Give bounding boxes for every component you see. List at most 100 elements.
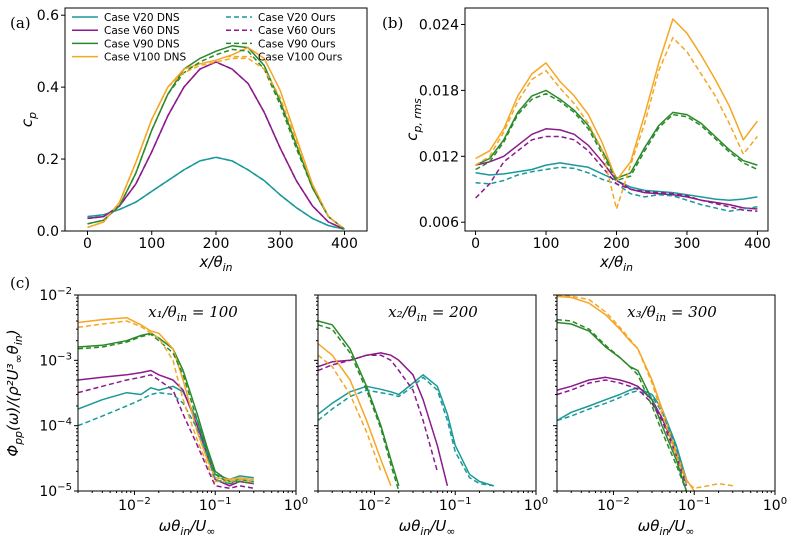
panel-c1-ytick-label-part: −4 (57, 417, 72, 428)
panel-a-panel-label: (a) (10, 14, 31, 32)
panel-a-xtick-label: 300 (267, 236, 294, 252)
panel-c3-xtick-label-part: −2 (615, 496, 630, 507)
panel-c1-annotation: x₁/θin = 100 (148, 303, 238, 324)
panel-a-xtick-label-part: 400 (331, 236, 358, 252)
panel-c3-xlabel-part: in (659, 525, 669, 538)
panel-a-ytick-label: 0.4 (37, 80, 59, 96)
panel-a-xtick-label-part: 300 (267, 236, 294, 252)
panel-b-series-v60-dns (475, 128, 758, 210)
legend-label-dns: Case V60 DNS (104, 25, 180, 37)
panel-b-series-v90-ours (475, 92, 758, 182)
panel-c1-series-v60-ours (78, 374, 254, 490)
panel-c1-xlabel-part: ωθ (159, 517, 181, 535)
legend-label-ours: Case V60 Ours (258, 25, 336, 37)
panel-c1-ylabel-part: pp (12, 431, 25, 446)
panel-c3-xlabel: ωθin/U∞ (638, 517, 695, 538)
panel-c3-xtick-label-part: 10 (763, 498, 781, 514)
panel-b-xtick-label: 200 (603, 236, 630, 252)
panel-a-series-v100-dns (87, 46, 345, 230)
panel-c3-xtick-label-part: −1 (696, 496, 711, 507)
panel-c2-series-v100-dns (318, 343, 392, 487)
panel-a-ytick-label: 0.0 (37, 224, 59, 240)
panel-b-xtick-label: 100 (533, 236, 560, 252)
legend-label-ours: Case V90 Ours (258, 38, 336, 50)
panel-c1-xtick-label-part: 0 (302, 496, 308, 507)
panel-c3-annotation: x₃/θin = 300 (627, 303, 717, 324)
panel-c1-ytick-label: 10−3 (39, 351, 72, 369)
panel-a-ytick-label-part: 0.2 (37, 152, 59, 168)
panel-c3-xlabel-part: ωθ (638, 517, 660, 535)
panel-a-series-v60-dns (87, 61, 345, 230)
panel-b-axes-frame (464, 7, 769, 232)
panel-b-ytick-label: 0.018 (419, 83, 459, 99)
legend-label-dns-part: Case V60 DNS (104, 25, 180, 37)
panel-c2-xtick-label: 10−1 (439, 496, 472, 514)
panel-b-ytick-label-part: 0.018 (419, 83, 459, 99)
panel-c3-xtick-label: 100 (763, 496, 787, 514)
panel-a-ytick-label: 0.6 (37, 8, 59, 24)
panel-c1-series-v100-ours (78, 320, 254, 483)
panel-c2-xtick-label-part: 0 (542, 496, 548, 507)
panel-a-xlabel-part: x/θ (199, 253, 223, 271)
panel-c2-axes-frame (317, 294, 537, 492)
panel-b-panel-label: (b) (382, 14, 403, 32)
panel-c3-series-v100-ours (557, 295, 733, 490)
panel-b-xtick-label-part: 100 (533, 236, 560, 252)
panel-c1-series-v90-ours (78, 333, 254, 485)
panel-a-series-v100-ours (87, 57, 345, 230)
panel-c3-xlabel-part: ∞ (685, 525, 694, 538)
panel-c2-xlabel-part: /U (428, 517, 446, 535)
panel-c1-ytick-label: 10−5 (39, 482, 72, 500)
panel-c3-xlabel-part: /U (667, 517, 685, 535)
legend-label-dns: Case V100 DNS (104, 52, 187, 64)
panel-c1-panel-label-part: (c) (10, 274, 30, 292)
panel-b-ytick-label-part: 0.012 (419, 149, 459, 165)
panel-c3-series-v90-ours (557, 318, 688, 491)
legend-label-ours-part: Case V90 Ours (258, 38, 336, 50)
panel-c1-panel-label: (c) (10, 274, 30, 292)
panel-c1-ytick-label: 10−4 (39, 417, 72, 435)
panel-c1-ytick-label-part: 10 (39, 419, 57, 435)
panel-c1-series-v20-ours (78, 391, 254, 485)
legend-label-ours-part: Case V100 Ours (258, 52, 342, 64)
panel-c1-axes-frame (77, 294, 297, 492)
panel-c3-series-v20-ours (557, 390, 688, 484)
panel-c2-xlabel-part: ∞ (446, 525, 455, 538)
panel-c2-series-v20-ours (318, 376, 494, 487)
panel-b-panel: 0 100 200 300 400 0.006 0.012 0.018 0.024 x/θin cp… (382, 7, 771, 274)
panel-a-xtick-label: 100 (138, 236, 165, 252)
panel-a-ytick-label-part: 0.6 (37, 8, 59, 24)
panel-c1-xtick-label: 10−1 (199, 496, 232, 514)
panel-c1-xtick-label: 100 (284, 496, 308, 514)
panel-b-xtick-label-part: 0 (471, 236, 480, 252)
panel-b-xtick-label-part: 200 (603, 236, 630, 252)
panel-b-ylabel-part: p, rms (411, 98, 424, 134)
panel-c3-series-group (557, 295, 733, 491)
panel-c1-ylabel-part: θ (4, 345, 22, 354)
panel-b-ytick-label: 0.024 (419, 17, 459, 33)
panel-c2-xtick-label-part: 10 (358, 498, 376, 514)
panel-c1-ytick-label-part: −5 (57, 482, 72, 493)
panel-c3-xtick-label: 10−1 (678, 496, 711, 514)
panel-c1-ylabel-part: ∞ (12, 354, 25, 363)
panel-c1-series-group (78, 316, 254, 490)
panel-c2-series-v60-dns (318, 352, 449, 486)
panel-c3-series-v90-dns (557, 321, 688, 491)
panel-b-xlabel-part: x/θ (599, 253, 623, 271)
panel-b-panel-label-part: (b) (382, 14, 403, 32)
panel-c2-series-v20-dns (318, 374, 495, 487)
panel-c2-annotation-part: = 200 (427, 303, 478, 321)
legend-label-dns-part: Case V100 DNS (104, 52, 187, 64)
panel-b-series-v20-dns (475, 162, 758, 201)
panel-c1-panel: 10−2 10−1 10010−510−410−310−2ωθin/U∞Φpp(ω)… (4, 274, 308, 538)
panel-c1-annotation-part: in (177, 311, 187, 324)
legend-label-dns-part: Case V20 DNS (104, 12, 180, 24)
panel-c3-panel: 10 −2 10−1 100 ωθin/U∞ x₃/θin = 300 (553, 294, 787, 538)
panel-c1-xlabel-part: /U (188, 517, 206, 535)
panel-a-ylabel: cp (18, 112, 39, 127)
panel-c1-annotation-part: x₁/θ (148, 303, 177, 321)
legend-label-ours: Case V20 Ours (258, 12, 336, 24)
panel-b-series-v60-ours (475, 135, 758, 212)
panel-a-panel-label-part: (a) (10, 14, 31, 32)
legend-label-ours-part: Case V20 Ours (258, 12, 336, 24)
